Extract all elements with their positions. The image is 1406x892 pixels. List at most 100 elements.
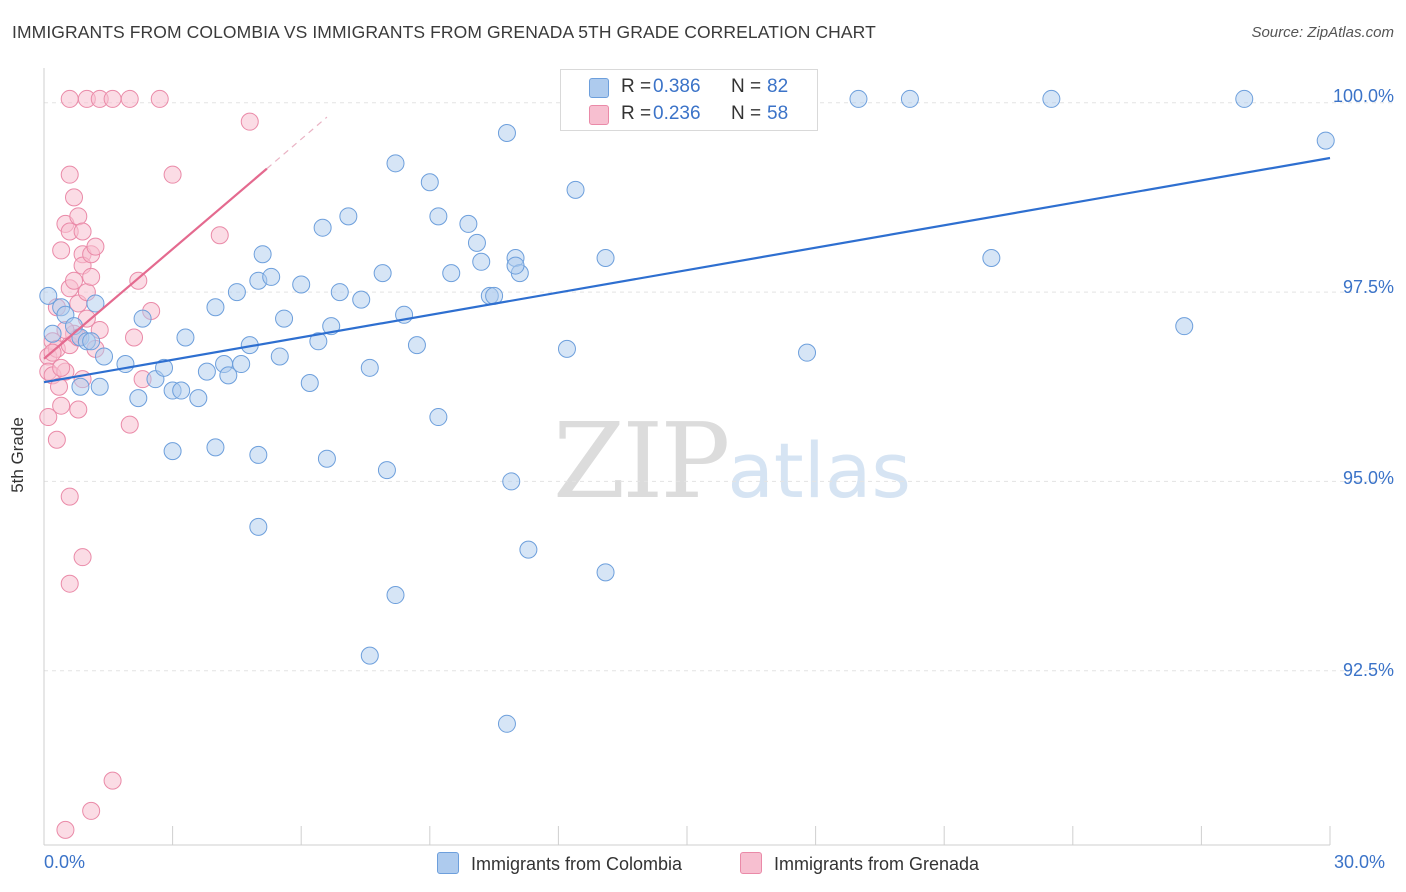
stats-legend: R = 0.386 N = 82 R = 0.236 N = 58 (560, 69, 818, 131)
source-label: Source: ZipAtlas.com (1251, 24, 1394, 41)
legend-label: Immigrants from Colombia (471, 854, 683, 874)
colombia-point (360, 646, 379, 665)
grenada-point (103, 771, 122, 790)
colombia-point (189, 389, 208, 408)
colombia-point (566, 180, 585, 199)
y-axis-label: 5th Grade (8, 417, 27, 493)
colombia-point (90, 377, 109, 396)
colombia-point (219, 366, 238, 385)
chart-title: IMMIGRANTS FROM COLOMBIA VS IMMIGRANTS F… (12, 22, 876, 42)
colombia-legend-swatch (437, 852, 459, 874)
watermark-zip: ZIP (553, 400, 730, 522)
grid-lines (44, 102, 1396, 672)
n-value: 82 (767, 76, 789, 97)
grenada-point (52, 396, 71, 415)
colombia-points (39, 89, 1335, 733)
colombia-point (232, 355, 251, 374)
colombia-point (472, 252, 491, 271)
colombia-point (497, 714, 516, 733)
grenada-point (65, 188, 84, 207)
colombia-point (386, 154, 405, 173)
colombia-point (155, 358, 174, 377)
grenada-point (39, 408, 58, 427)
colombia-point (275, 309, 294, 328)
colombia-point (249, 517, 268, 536)
grenada-point (240, 112, 259, 131)
grenada-swatch (589, 105, 609, 125)
colombia-point (82, 332, 101, 351)
axes (43, 68, 1331, 846)
colombia-point (95, 347, 114, 366)
colombia-point (596, 563, 615, 582)
colombia-point (176, 328, 195, 347)
colombia-point (442, 264, 461, 283)
colombia-point (313, 218, 332, 237)
y-tick-label: 92.5% (1342, 660, 1394, 680)
colombia-point (206, 298, 225, 317)
grenada-point (60, 487, 79, 506)
legend-item-grenada[interactable]: Immigrants from Grenada (740, 852, 979, 875)
grenada-point (163, 165, 182, 184)
colombia-point (292, 275, 311, 294)
r-label: R = (621, 76, 652, 97)
grenada-trend-extension (266, 116, 328, 170)
colombia-point (206, 438, 225, 457)
grenada-point (50, 377, 69, 396)
n-label: N = (731, 103, 762, 124)
grenada-point (56, 820, 75, 839)
colombia-point (309, 332, 328, 351)
grenada-point (69, 207, 88, 226)
n-value: 58 (767, 103, 789, 124)
grenada-point (120, 415, 139, 434)
grenada-point (125, 328, 144, 347)
colombia-point (1235, 89, 1254, 108)
grenada-point (86, 237, 105, 256)
y-tick-label: 100.0% (1332, 86, 1394, 106)
colombia-point (502, 472, 521, 491)
watermark-atlas: atlas (727, 426, 911, 515)
colombia-point (197, 362, 216, 381)
colombia-point (330, 283, 349, 302)
grenada-point (82, 801, 101, 820)
grenada-point (60, 89, 79, 108)
colombia-point (386, 586, 405, 605)
colombia-point (133, 309, 152, 328)
y-tick-label: 97.5% (1342, 277, 1394, 297)
colombia-point (459, 214, 478, 233)
colombia-point (373, 264, 392, 283)
colombia-point (270, 347, 289, 366)
colombia-point (86, 294, 105, 313)
colombia-point (39, 286, 58, 305)
grenada-point (73, 222, 92, 241)
trend-lines (43, 116, 1331, 384)
colombia-point (506, 256, 525, 275)
legend-item-colombia[interactable]: Immigrants from Colombia (437, 852, 682, 875)
colombia-point (798, 343, 817, 362)
colombia-point (360, 358, 379, 377)
grenada-point (129, 271, 148, 290)
legend-label: Immigrants from Grenada (774, 854, 980, 874)
x-tick-label: 30.0% (1334, 852, 1386, 872)
colombia-point (163, 442, 182, 461)
x-tick-label: 0.0% (44, 852, 86, 872)
grenada-point (60, 165, 79, 184)
colombia-point (1042, 89, 1061, 108)
colombia-point (43, 324, 62, 343)
colombia-point (253, 245, 272, 264)
grenada-trend-line (43, 167, 268, 360)
grenada-point (150, 89, 169, 108)
r-value: 0.386 (653, 76, 701, 97)
colombia-point (1175, 317, 1194, 336)
r-label: R = (621, 103, 652, 124)
colombia-point (227, 283, 246, 302)
colombia-point (467, 233, 486, 252)
watermark: ZIPatlas (553, 400, 911, 522)
colombia-point (557, 339, 576, 358)
colombia-point (429, 408, 448, 427)
grenada-point (69, 400, 88, 419)
grenada-point (210, 226, 229, 245)
colombia-point (129, 389, 148, 408)
colombia-swatch (589, 78, 609, 98)
colombia-point (497, 124, 516, 143)
